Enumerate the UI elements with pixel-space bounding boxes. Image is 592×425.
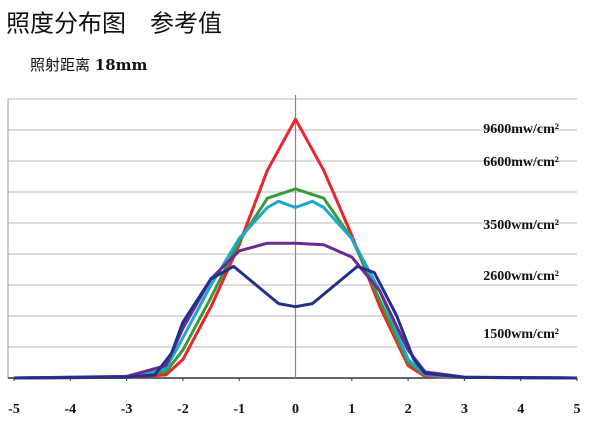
x-tick-label: 3: [461, 402, 468, 417]
x-tick-label: -5: [8, 402, 20, 417]
subtitle-distance: 18mm: [95, 56, 148, 74]
x-tick-label: -1: [233, 402, 245, 417]
x-tick-label: -3: [121, 402, 133, 417]
series-line: [13, 117, 578, 380]
series-line: [13, 199, 578, 380]
x-tick-label: 1: [348, 402, 355, 417]
series-line: [13, 264, 578, 380]
x-tick-label: 4: [517, 402, 524, 417]
series-label: 9600mw/cm²: [483, 122, 559, 137]
series-label: 3500wm/cm²: [483, 218, 559, 233]
series-label: 6600mw/cm²: [483, 155, 559, 170]
x-tick-label: 5: [574, 402, 581, 417]
series-label: 1500wm/cm²: [483, 327, 559, 342]
chart-title: 照度分布图 参考值: [6, 10, 222, 38]
subtitle-text: 照射距离: [30, 56, 90, 74]
x-tick-label: 2: [405, 402, 412, 417]
chart-subtitle: 照射距离 18mm: [30, 56, 148, 74]
x-tick-label: -4: [64, 402, 76, 417]
x-tick-label: 0: [292, 402, 299, 417]
x-tick-label: -2: [177, 402, 189, 417]
series-label: 2600wm/cm²: [483, 269, 559, 284]
